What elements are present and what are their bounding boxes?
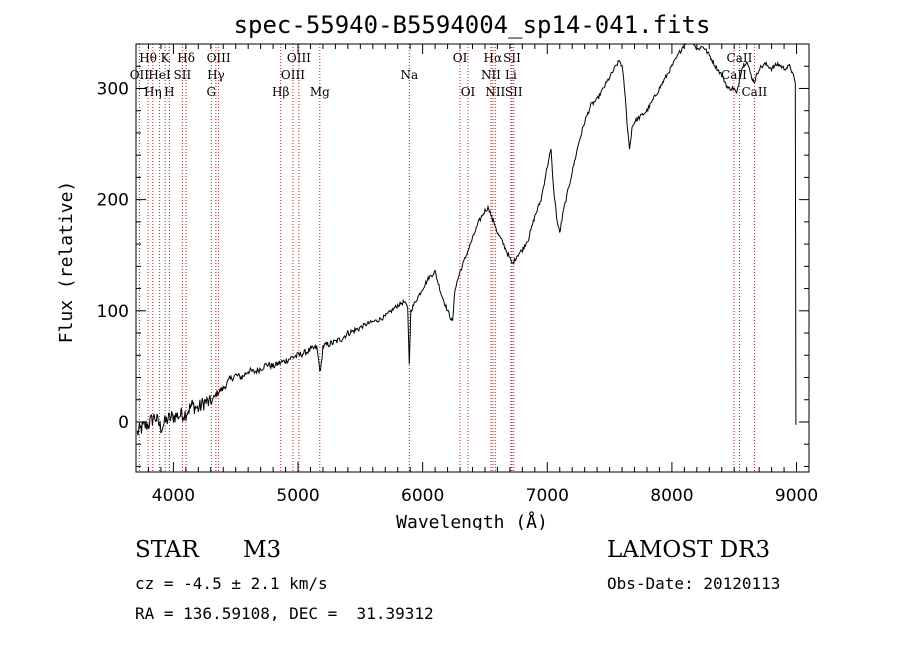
x-tick-label: 7000 <box>526 486 569 506</box>
object-subclass: M3 <box>243 537 282 563</box>
x-tick-label: 5000 <box>276 486 319 506</box>
line-label-6548: NII <box>481 68 501 82</box>
line-label-6583: NII <box>485 85 505 99</box>
line-label-4304: G <box>206 85 216 99</box>
line-label-4861: Hβ <box>272 85 289 99</box>
observation-date: Obs-Date: 20120113 <box>607 574 781 593</box>
line-label-6300: OI <box>453 51 468 65</box>
coordinates: RA = 136.59108, DEC = 31.39312 <box>135 604 434 623</box>
y-axis-label: Flux (relative) <box>56 181 77 344</box>
plot-frame <box>135 43 810 473</box>
line-label-8498: CaII <box>721 68 747 82</box>
line-label-4072: SII <box>174 68 192 82</box>
line-label-5007: OIII <box>287 51 311 65</box>
survey-name: LAMOST DR3 <box>607 537 771 563</box>
x-tick-label: 4000 <box>152 486 195 506</box>
line-label-6563: Hα <box>484 51 503 65</box>
x-tick-label: 8000 <box>650 486 693 506</box>
line-label-3797: Hθ <box>139 51 157 65</box>
line-label-6364: OI <box>461 85 476 99</box>
redshift-velocity: cz = -4.5 ± 2.1 km/s <box>135 574 328 593</box>
line-label-4959: OIII <box>281 68 305 82</box>
spectral-line-markers: HθOIIHηHeIKHSIIHδGHγOIIIHβOIIIOIIIMgNaOI… <box>130 44 768 472</box>
spectrum-curve-layer <box>136 43 797 436</box>
axis-ticks: 4000 5000 6000 7000 8000 9000 0 100 200 300 <box>97 43 818 506</box>
object-class: STAR <box>135 537 199 563</box>
line-label-8542: CaII <box>727 51 753 65</box>
line-label-5175: Mg <box>310 85 330 99</box>
spectrum-chart: spec-55940-B5594004_sp14-041.fits HθOIIH… <box>56 11 818 530</box>
y-tick-label: 0 <box>118 413 129 433</box>
chart-title: spec-55940-B5594004_sp14-041.fits <box>234 11 711 39</box>
x-tick-label: 9000 <box>775 486 818 506</box>
line-label-6731: SII <box>505 85 523 99</box>
y-tick-label: 300 <box>97 79 129 99</box>
line-label-3968: H <box>164 85 174 99</box>
line-label-5893: Na <box>400 68 418 82</box>
y-tick-label: 100 <box>97 302 129 322</box>
line-label-8662: CaII <box>741 85 767 99</box>
line-label-3889: HeI <box>148 68 171 82</box>
line-label-3934: K <box>161 51 171 65</box>
x-tick-label: 6000 <box>401 486 444 506</box>
line-label-4341: Hγ <box>207 68 225 82</box>
line-label-4102: Hδ <box>177 51 195 65</box>
line-label-6717: SII <box>503 51 521 65</box>
line-label-3835: Hη <box>144 85 162 99</box>
line-label-4363: OIII <box>207 51 231 65</box>
x-axis-label: Wavelength (Å) <box>396 511 548 530</box>
line-label-6708: Li <box>505 68 517 82</box>
line-label-3727: OII <box>130 68 150 82</box>
spectrum-curve <box>136 43 797 436</box>
y-tick-label: 200 <box>97 191 129 211</box>
